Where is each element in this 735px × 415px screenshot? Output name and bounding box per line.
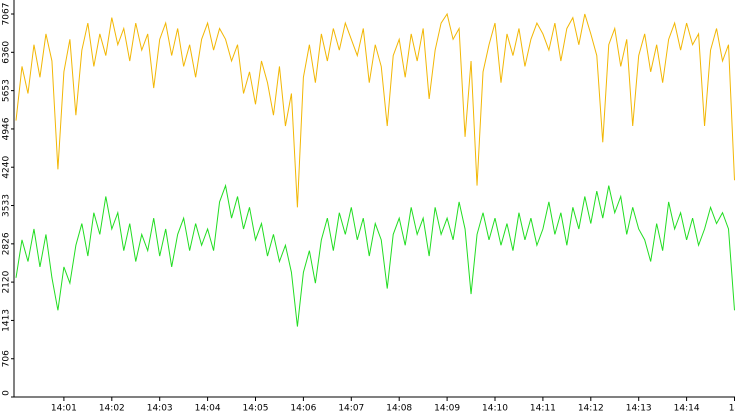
y-tick-label: 706 xyxy=(2,350,12,367)
x-tick-label: 14:03 xyxy=(147,404,173,414)
x-tick-label: 14:09 xyxy=(434,404,460,414)
series-line xyxy=(15,12,735,208)
y-tick-label: 2120 xyxy=(2,270,12,293)
y-tick-label: 4946 xyxy=(2,117,12,140)
x-tick-label: 14:08 xyxy=(386,404,412,414)
y-tick-label: 7067 xyxy=(2,3,12,26)
y-tick-label: 3533 xyxy=(2,194,12,217)
y-tick-label: 6360 xyxy=(2,41,12,64)
x-tick-label: 14:07 xyxy=(338,404,364,414)
x-tick-label: 14:10 xyxy=(482,404,508,414)
x-tick-label: 14:06 xyxy=(290,404,316,414)
series-line xyxy=(15,183,735,327)
x-tick-label: 14:02 xyxy=(99,404,125,414)
x-tick-label: 14:13 xyxy=(626,404,652,414)
x-tick-label: 14:12 xyxy=(578,404,604,414)
x-tick-label: 14:11 xyxy=(530,404,556,414)
y-tick-label: 1413 xyxy=(2,309,12,332)
y-tick-label: 4240 xyxy=(2,155,12,178)
x-tick-label: 14:01 xyxy=(51,404,77,414)
x-tick-label: 14:14 xyxy=(674,404,700,414)
x-tick-label: 14:05 xyxy=(243,404,269,414)
x-tick-label: 14:04 xyxy=(195,404,221,414)
y-tick-label: 2826 xyxy=(2,232,12,255)
x-tick-label: 14 xyxy=(729,404,735,414)
y-tick-label: 0 xyxy=(2,390,12,396)
y-tick-label: 5653 xyxy=(2,79,12,102)
